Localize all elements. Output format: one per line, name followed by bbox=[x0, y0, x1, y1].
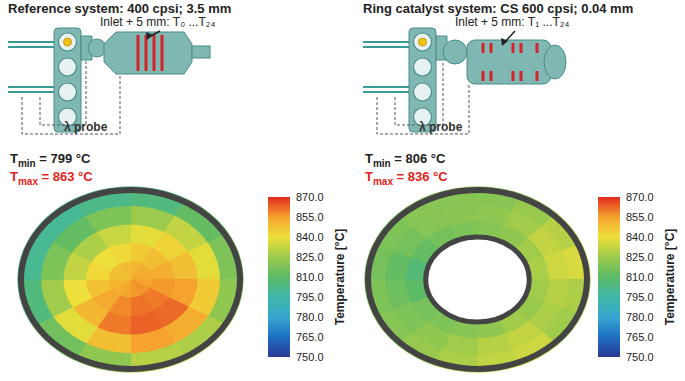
svg-text:840.0: 840.0 bbox=[296, 231, 324, 243]
svg-text:765.0: 765.0 bbox=[296, 331, 324, 343]
svg-text:765.0: 765.0 bbox=[626, 331, 654, 343]
svg-text:810.0: 810.0 bbox=[626, 271, 654, 283]
svg-text:Tmax = 863 °C: Tmax = 863 °C bbox=[10, 169, 93, 187]
svg-text:Tmax = 836 °C: Tmax = 836 °C bbox=[365, 169, 448, 187]
svg-text:Inlet + 5 mm: T₀ ...T₂₄: Inlet + 5 mm: T₀ ...T₂₄ bbox=[100, 15, 215, 29]
svg-text:810.0: 810.0 bbox=[296, 271, 324, 283]
svg-text:840.0: 840.0 bbox=[626, 231, 654, 243]
svg-text:825.0: 825.0 bbox=[296, 251, 324, 263]
svg-text:Temperature [°C]: Temperature [°C] bbox=[333, 229, 347, 326]
svg-text:λ probe: λ probe bbox=[64, 120, 108, 134]
svg-text:λ probe: λ probe bbox=[419, 120, 463, 134]
svg-text:780.0: 780.0 bbox=[296, 311, 324, 323]
svg-text:750.0: 750.0 bbox=[296, 351, 324, 363]
svg-text:Temperature [°C]: Temperature [°C] bbox=[663, 229, 677, 326]
svg-text:825.0: 825.0 bbox=[626, 251, 654, 263]
svg-text:Reference system: 400 cpsi; 3.: Reference system: 400 cpsi; 3.5 mm bbox=[8, 1, 231, 16]
svg-text:855.0: 855.0 bbox=[626, 211, 654, 223]
svg-text:855.0: 855.0 bbox=[296, 211, 324, 223]
svg-text:780.0: 780.0 bbox=[626, 311, 654, 323]
svg-text:Ring catalyst system: CS 600 c: Ring catalyst system: CS 600 cpsi; 0.04 … bbox=[363, 1, 633, 16]
svg-text:795.0: 795.0 bbox=[626, 291, 654, 303]
svg-text:Inlet + 5 mm: T₁ ...T₂₄: Inlet + 5 mm: T₁ ...T₂₄ bbox=[455, 15, 570, 29]
svg-text:750.0: 750.0 bbox=[626, 351, 654, 363]
svg-text:870.0: 870.0 bbox=[296, 191, 324, 203]
svg-text:Tmin = 806 °C: Tmin = 806 °C bbox=[365, 151, 446, 169]
svg-text:Tmin = 799 °C: Tmin = 799 °C bbox=[10, 151, 91, 169]
svg-text:795.0: 795.0 bbox=[296, 291, 324, 303]
svg-text:870.0: 870.0 bbox=[626, 191, 654, 203]
